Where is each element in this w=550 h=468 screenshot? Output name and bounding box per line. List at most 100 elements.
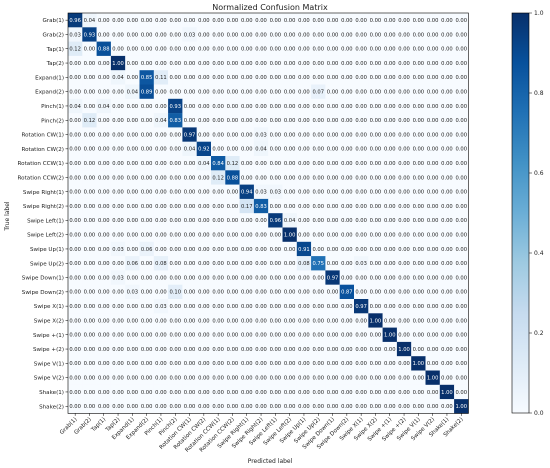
cell-value-label: 0.00 [441,290,453,296]
heatmap-cell [153,98,169,114]
heatmap-cell [368,341,383,357]
cell-value-label: 0.00 [455,390,467,396]
cell-value-label: 0.00 [312,275,324,281]
cell-value-label: 0.00 [212,290,224,296]
heatmap-cell [168,356,183,371]
heatmap-cell [354,55,369,71]
cell-value-label: 0.00 [341,347,353,353]
cell-value-label: 0.00 [427,247,439,253]
y-tick-label: Swipe Down(1) [22,276,64,282]
cell-value-label: 0.00 [198,61,210,67]
heatmap-cell [439,113,455,128]
cell-value-label: 0.00 [112,18,124,24]
heatmap-cell [96,184,112,200]
cell-value-label: 0.00 [227,147,239,153]
heatmap-cell [139,270,154,285]
heatmap-cell [211,356,226,371]
cell-value-label: 0.00 [212,147,224,153]
heatmap-cell [211,170,226,185]
heatmap-cell [396,27,412,42]
cell-value-label: 0.00 [69,375,81,381]
heatmap-cell [439,227,455,242]
heatmap-cell [211,98,226,114]
cell-value-label: 0.00 [284,390,296,396]
heatmap-cell [454,184,469,200]
cell-value-label: 0.00 [141,390,153,396]
cell-value-label: 0.00 [441,18,453,24]
cell-value-label: 0.00 [112,318,124,324]
heatmap-cell [296,84,312,99]
heatmap-cell [454,370,469,385]
cell-value-label: 0.00 [327,247,339,253]
cell-value-label: 0.00 [398,290,410,296]
heatmap-cell [96,399,112,414]
heatmap-cell [96,299,112,314]
cell-value-label: 0.00 [384,61,396,67]
heatmap-cell [211,184,226,200]
cell-value-label: 0.12 [69,47,81,53]
heatmap-cell [268,84,283,99]
heatmap-cell [296,241,312,257]
cell-value-label: 0.04 [198,161,210,167]
heatmap-cell [411,70,426,85]
heatmap-cell [425,356,440,371]
heatmap-cell [411,370,426,385]
heatmap-cell [182,370,197,385]
cell-value-label: 0.00 [184,333,196,339]
cell-value-label: 0.00 [270,333,282,339]
heatmap-cell [339,356,355,371]
heatmap-cell [339,13,355,28]
cell-value-label: 0.00 [441,204,453,210]
cell-value-label: 0.00 [427,347,439,353]
heatmap-cell [454,270,469,285]
cell-value-label: 0.00 [69,89,81,95]
cell-value-label: 0.00 [398,32,410,38]
cell-value-label: 0.00 [284,347,296,353]
heatmap-cell [139,27,154,42]
cell-value-label: 0.00 [427,18,439,24]
cell-value-label: 0.00 [155,375,167,381]
cell-value-label: 0.00 [169,361,181,367]
cell-value-label: 0.00 [455,275,467,281]
cell-value-label: 0.00 [413,175,425,181]
cell-value-label: 0.00 [255,61,267,67]
cell-value-label: 0.00 [355,104,367,110]
cell-value-label: 0.00 [155,333,167,339]
cell-value-label: 0.03 [127,290,139,296]
heatmap-cell [339,170,355,185]
cell-value-label: 0.03 [355,261,367,267]
cell-value-label: 0.00 [69,161,81,167]
cell-value-label: 0.00 [198,275,210,281]
heatmap-cell [82,70,97,85]
heatmap-cell [382,284,398,300]
cell-value-label: 0.00 [355,247,367,253]
cell-value-label: 0.00 [184,318,196,324]
cell-value-label: 0.00 [270,232,282,238]
cell-value-label: 0.00 [455,261,467,267]
cell-value-label: 0.00 [284,261,296,267]
cell-value-label: 0.00 [370,89,382,95]
heatmap-cell [311,399,326,414]
cell-value-label: 0.00 [141,333,153,339]
cell-value-label: 0.00 [413,232,425,238]
heatmap-cell [339,70,355,85]
cell-value-label: 0.00 [241,32,253,38]
heatmap-cell [268,41,283,57]
heatmap-cell [354,213,369,228]
heatmap-cell [225,370,240,385]
cell-value-label: 0.00 [270,104,282,110]
heatmap-cell [82,55,97,71]
heatmap-cell [425,156,440,171]
heatmap-cell [425,313,440,328]
heatmap-cell [225,141,240,157]
heatmap-cell [396,170,412,185]
cell-value-label: 0.00 [370,204,382,210]
cell-value-label: 0.00 [155,404,167,410]
heatmap-cell [268,27,283,42]
heatmap-cell [96,313,112,328]
heatmap-cell [382,55,398,71]
cell-value-label: 0.00 [255,375,267,381]
cell-value-label: 0.00 [141,32,153,38]
cell-value-label: 0.00 [384,75,396,81]
cell-value-label: 0.00 [212,361,224,367]
